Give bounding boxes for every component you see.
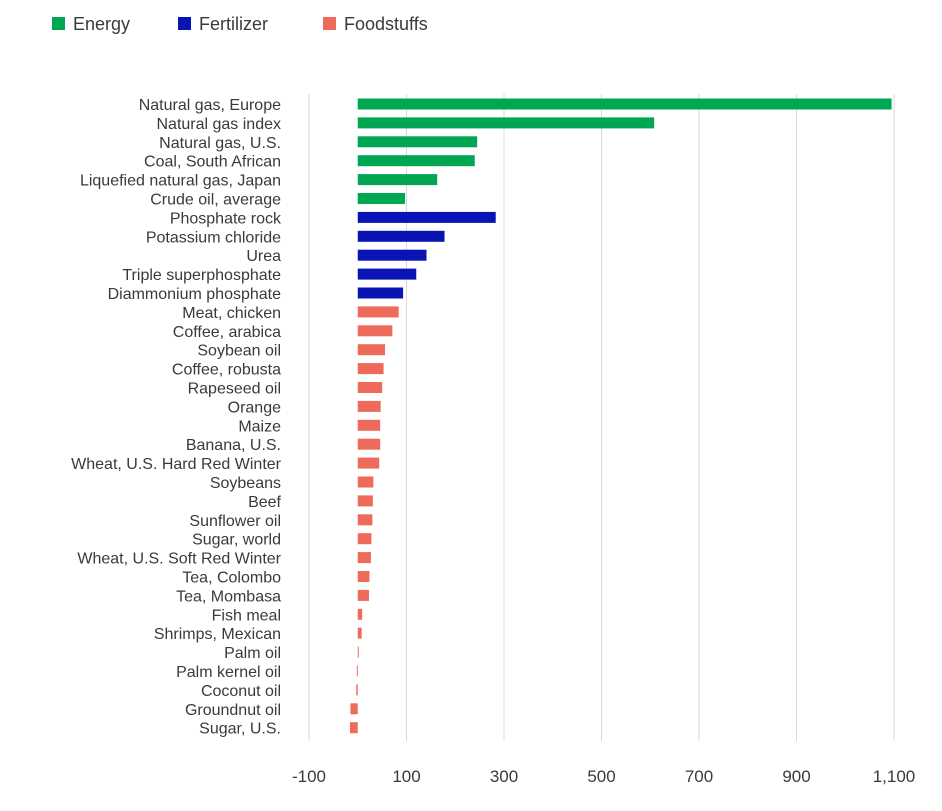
bar (357, 533, 372, 545)
gridlines (308, 94, 895, 741)
bar (357, 457, 380, 469)
x-tick-label: -100 (292, 767, 326, 786)
category-label: Sugar, U.S. (199, 721, 281, 738)
category-label: Maize (238, 418, 281, 435)
category-label: Triple superphosphate (122, 267, 281, 284)
category-label: Orange (228, 399, 281, 416)
x-tick-label: 900 (782, 767, 810, 786)
legend: Energy Fertilizer Foodstuffs (52, 14, 428, 34)
bar (357, 514, 373, 526)
x-tick-label: 700 (685, 767, 713, 786)
bar (357, 344, 386, 356)
category-label: Shrimps, Mexican (154, 626, 281, 643)
category-label: Beef (248, 494, 281, 511)
bar (357, 117, 655, 129)
bar (357, 249, 427, 261)
category-label: Banana, U.S. (186, 437, 281, 454)
category-label: Natural gas, U.S. (159, 135, 281, 152)
category-label: Palm kernel oil (176, 664, 281, 681)
bar (357, 627, 362, 639)
legend-label-foodstuffs: Foodstuffs (344, 14, 428, 34)
bar (357, 476, 374, 488)
category-label: Wheat, U.S. Hard Red Winter (71, 456, 282, 473)
x-tick-label: 500 (587, 767, 615, 786)
bar (357, 268, 417, 280)
bar (357, 400, 381, 412)
category-label: Natural gas, Europe (139, 97, 281, 114)
legend-swatch-energy (52, 17, 65, 30)
category-label: Natural gas index (156, 116, 281, 133)
category-label: Soybeans (210, 475, 281, 492)
x-tick-label: 300 (490, 767, 518, 786)
category-label: Urea (246, 248, 281, 265)
category-label: Sugar, world (192, 532, 281, 549)
bar (357, 608, 363, 620)
bar (357, 193, 406, 204)
category-label: Wheat, U.S. Soft Red Winter (77, 551, 281, 568)
bar (357, 382, 383, 393)
category-label: Coffee, arabica (173, 324, 281, 341)
bar (357, 571, 370, 582)
category-label: Meat, chicken (182, 305, 281, 322)
bar (357, 419, 381, 431)
bar (357, 552, 371, 564)
bar (357, 174, 438, 186)
bar (357, 438, 381, 450)
bar (357, 155, 475, 167)
bar (357, 495, 373, 507)
category-label: Soybean oil (197, 343, 281, 360)
category-labels: Natural gas, Europe Natural gas index Natu… (71, 97, 282, 738)
bar (357, 325, 393, 337)
bars (349, 98, 892, 734)
bar (350, 703, 358, 715)
bar (356, 684, 358, 696)
legend-label-fertilizer: Fertilizer (199, 14, 268, 34)
bar (357, 646, 359, 658)
category-label: Fish meal (212, 607, 281, 624)
category-label: Potassium chloride (146, 229, 281, 246)
category-label: Tea, Mombasa (176, 588, 281, 605)
bar (357, 211, 496, 223)
category-label: Tea, Colombo (182, 570, 281, 587)
category-label: Palm oil (224, 645, 281, 662)
legend-swatch-foodstuffs (323, 17, 336, 30)
category-label: Coconut oil (201, 683, 281, 700)
category-label: Diammonium phosphate (108, 286, 282, 303)
bar (357, 589, 369, 601)
bar (357, 287, 404, 299)
bar (356, 665, 358, 677)
category-label: Sunflower oil (189, 513, 281, 530)
bar (357, 363, 384, 375)
bar (357, 136, 478, 148)
category-label: Phosphate rock (170, 210, 282, 227)
legend-swatch-fertilizer (178, 17, 191, 30)
x-tick-label: 1,100 (873, 767, 916, 786)
bar (357, 98, 892, 110)
bar (357, 230, 445, 242)
category-label: Liquefied natural gas, Japan (80, 173, 281, 190)
category-label: Coffee, robusta (172, 362, 281, 379)
legend-label-energy: Energy (73, 14, 130, 34)
category-label: Rapeseed oil (188, 381, 281, 398)
category-label: Coal, South African (144, 154, 281, 171)
category-label: Groundnut oil (185, 702, 281, 719)
category-label: Crude oil, average (150, 192, 281, 209)
bar (357, 306, 399, 318)
x-tick-label: 100 (392, 767, 420, 786)
x-axis-tick-labels: -100 100 300 500 700 900 1,100 (292, 767, 915, 786)
bar (349, 722, 358, 734)
